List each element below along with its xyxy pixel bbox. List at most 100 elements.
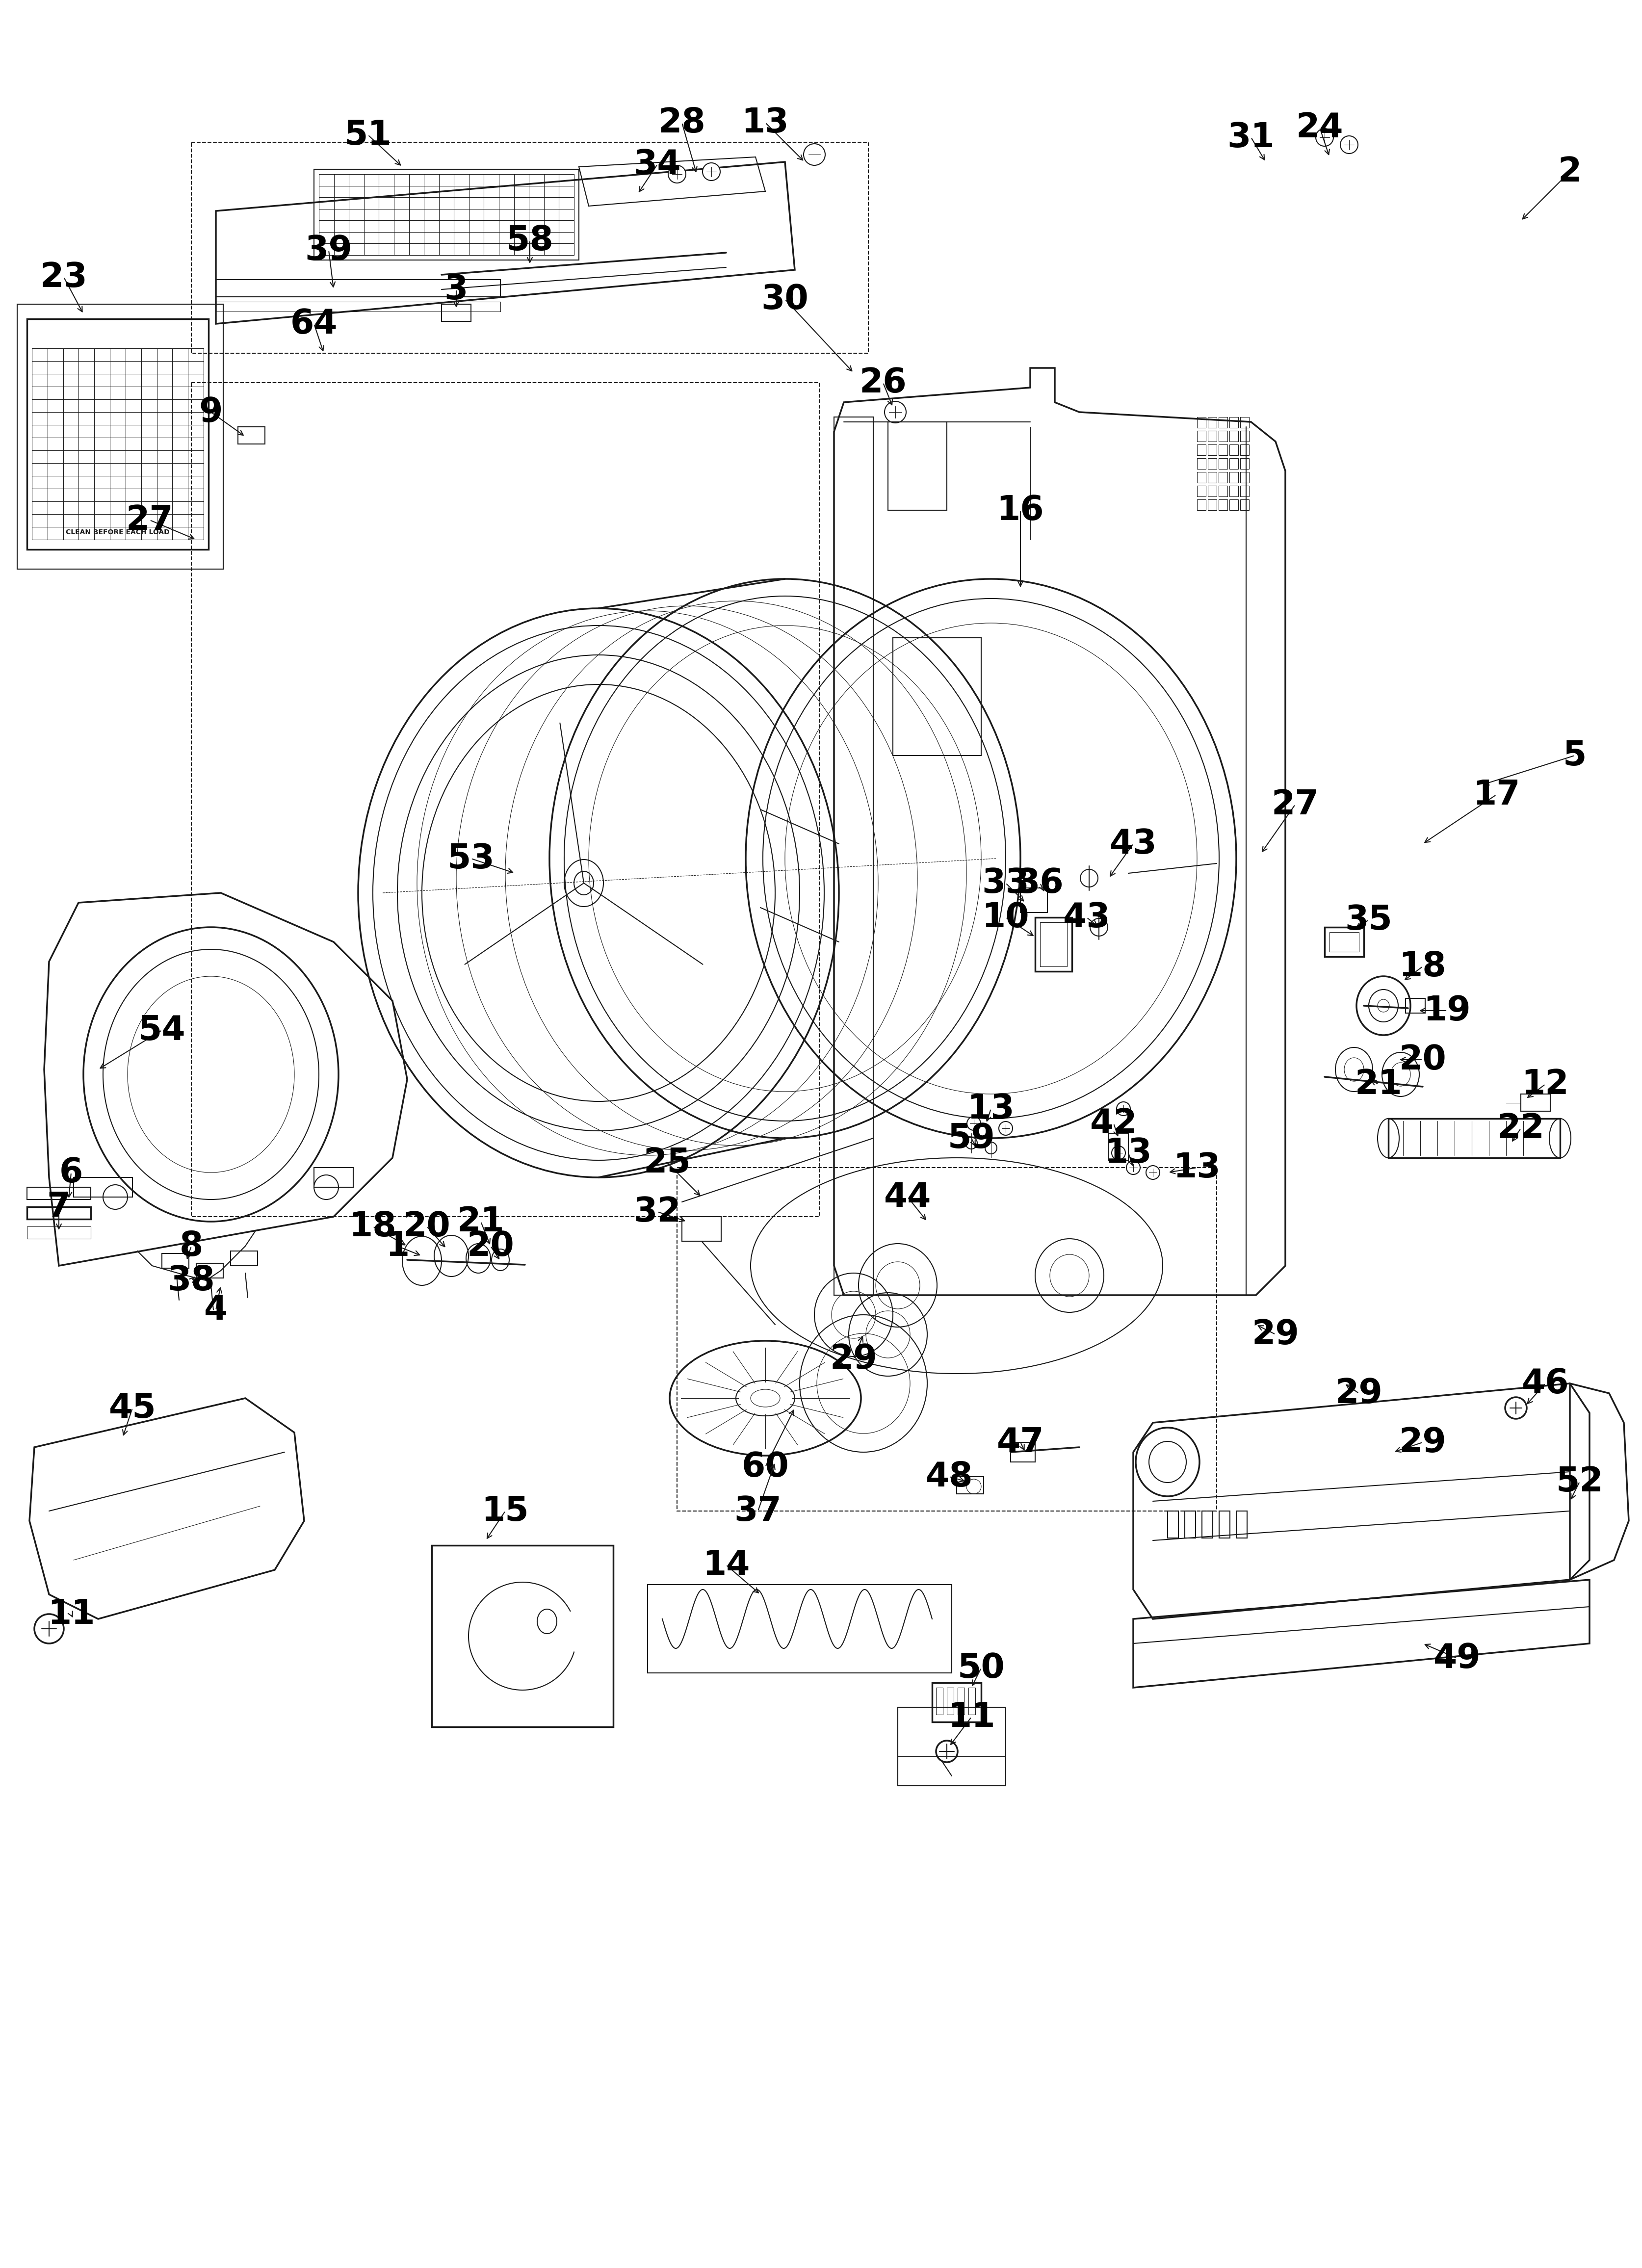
Bar [1230, 499, 1238, 510]
Text: 44: 44 [883, 1182, 931, 1213]
Bar [238, 426, 264, 445]
Bar [1240, 445, 1248, 456]
Bar [1387, 1118, 1560, 1157]
Bar [163, 1254, 189, 1268]
Bar [1197, 485, 1205, 497]
Bar [1197, 458, 1205, 469]
Text: 13: 13 [1105, 1136, 1151, 1170]
Bar [1207, 472, 1217, 483]
Bar [1218, 472, 1227, 483]
Bar [1240, 485, 1248, 497]
Text: 6: 6 [59, 1157, 84, 1188]
Text: 54: 54 [138, 1014, 186, 1046]
Bar [1230, 431, 1238, 442]
Bar [946, 1687, 954, 1715]
Bar [888, 422, 946, 510]
Bar [1240, 499, 1248, 510]
Bar [314, 1168, 353, 1186]
Text: 43: 43 [1062, 900, 1110, 934]
Text: 25: 25 [644, 1145, 691, 1179]
Bar [681, 1216, 721, 1241]
Bar [195, 1263, 223, 1277]
Text: 38: 38 [167, 1263, 215, 1297]
Text: 11: 11 [947, 1701, 995, 1733]
Text: 36: 36 [1016, 866, 1064, 900]
Bar [1197, 445, 1205, 456]
Text: 8: 8 [179, 1229, 204, 1263]
Text: 50: 50 [957, 1651, 1005, 1685]
Bar [1207, 431, 1217, 442]
Bar [647, 1585, 951, 1674]
Text: 9: 9 [199, 395, 223, 429]
Ellipse shape [1112, 1145, 1125, 1159]
Text: 47: 47 [997, 1427, 1044, 1458]
Text: 29: 29 [1251, 1318, 1299, 1352]
Bar [1197, 417, 1205, 429]
Text: 1: 1 [386, 1229, 409, 1263]
Text: 21: 21 [1355, 1068, 1402, 1100]
Ellipse shape [1146, 1166, 1159, 1179]
Ellipse shape [885, 401, 906, 422]
Bar [1323, 928, 1363, 957]
Bar [1207, 458, 1217, 469]
Bar [1218, 1510, 1230, 1538]
Text: 11: 11 [48, 1597, 95, 1631]
Bar [1197, 431, 1205, 442]
Bar [26, 1227, 90, 1238]
Ellipse shape [803, 143, 824, 166]
Bar [1230, 458, 1238, 469]
Bar [230, 1252, 258, 1266]
Ellipse shape [1504, 1397, 1527, 1420]
Text: 35: 35 [1345, 903, 1392, 937]
Bar [1240, 431, 1248, 442]
Text: 7: 7 [48, 1191, 71, 1222]
Bar [956, 1476, 984, 1495]
Text: 58: 58 [506, 225, 553, 256]
Bar [893, 637, 980, 755]
Bar [1230, 417, 1238, 429]
Text: 24: 24 [1296, 111, 1343, 143]
Bar [1328, 932, 1358, 953]
Bar [1108, 1134, 1128, 1161]
Ellipse shape [1126, 1161, 1140, 1175]
Text: 29: 29 [1399, 1427, 1447, 1458]
Bar [1230, 472, 1238, 483]
Bar [1039, 923, 1067, 966]
Bar [957, 1687, 964, 1715]
Bar [1218, 445, 1227, 456]
Bar [1236, 1510, 1246, 1538]
Ellipse shape [1315, 129, 1333, 145]
Bar [1207, 499, 1217, 510]
Text: 64: 64 [291, 308, 338, 340]
Text: 30: 30 [760, 284, 808, 315]
Bar [1240, 458, 1248, 469]
Bar [1010, 1442, 1034, 1463]
Ellipse shape [703, 163, 719, 181]
Bar [1230, 485, 1238, 497]
Bar [1218, 417, 1227, 429]
Ellipse shape [998, 1120, 1011, 1136]
Text: 14: 14 [703, 1549, 749, 1581]
Ellipse shape [1117, 1102, 1130, 1116]
Text: 27: 27 [126, 503, 174, 538]
Text: 10: 10 [982, 900, 1030, 934]
Text: 21: 21 [456, 1204, 504, 1238]
Text: 20: 20 [1399, 1043, 1447, 1075]
Bar [1020, 889, 1048, 912]
Bar [26, 1186, 90, 1200]
Bar [1230, 445, 1238, 456]
Text: 52: 52 [1555, 1465, 1603, 1499]
Text: 2: 2 [1558, 154, 1581, 188]
Text: 43: 43 [1110, 828, 1156, 860]
Text: 32: 32 [634, 1195, 681, 1229]
Ellipse shape [1090, 919, 1107, 937]
Bar [1184, 1510, 1195, 1538]
Bar [215, 279, 501, 297]
Text: 22: 22 [1496, 1111, 1543, 1145]
Text: 20: 20 [466, 1229, 514, 1263]
Bar [1207, 445, 1217, 456]
Text: 16: 16 [997, 494, 1044, 526]
Text: 33: 33 [982, 866, 1030, 900]
Bar [26, 1207, 90, 1220]
Bar [1218, 485, 1227, 497]
